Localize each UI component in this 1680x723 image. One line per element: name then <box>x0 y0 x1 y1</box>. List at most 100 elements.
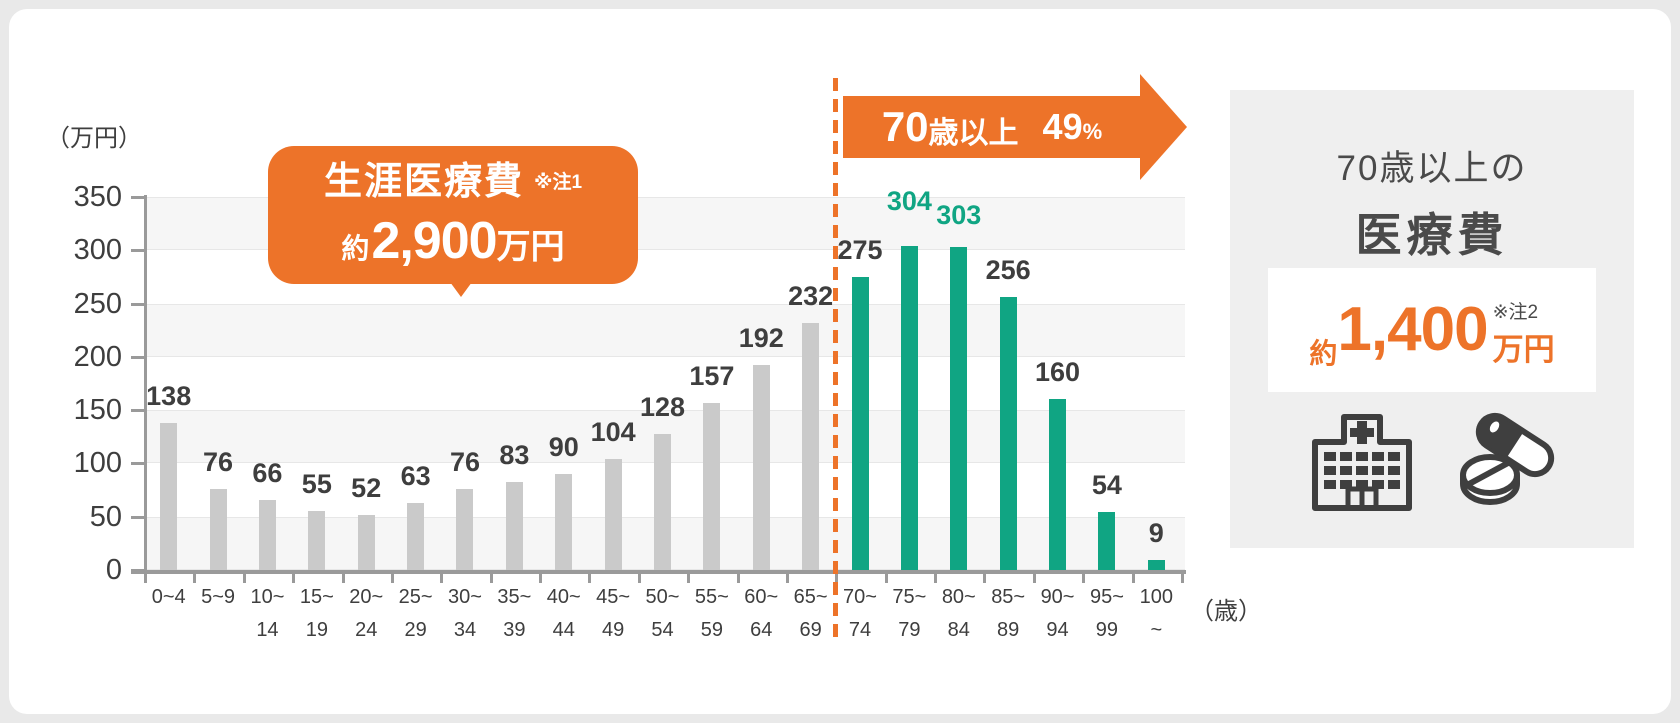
y-axis-tick <box>131 515 144 519</box>
arrow-percent-value: 49 <box>1042 106 1083 147</box>
bar-value-label: 54 <box>1091 470 1122 501</box>
x-tick-label-line2: 44 <box>552 619 575 641</box>
x-axis-tick <box>1181 570 1184 583</box>
x-tick-label: 60~ 64 <box>737 584 786 643</box>
x-tick-label-line2: 24 <box>355 619 378 641</box>
x-tick-label-line2: 19 <box>305 619 328 641</box>
x-axis-tick <box>1131 570 1135 583</box>
panel-icons-row <box>1230 408 1634 512</box>
x-tick-label: 30~ 34 <box>440 584 489 643</box>
x-axis-tick <box>687 570 691 583</box>
panel-title-line1: 70歳以上の <box>1336 149 1528 188</box>
x-axis-tick <box>390 570 394 583</box>
bar <box>851 276 869 570</box>
x-axis-tick <box>489 570 493 583</box>
x-tick-label: 15~ 19 <box>292 584 341 643</box>
y-axis-tick <box>131 196 144 199</box>
x-axis-tick <box>440 570 444 583</box>
x-axis-tick <box>934 570 938 583</box>
y-tick-label: 0 <box>105 554 122 586</box>
x-axis-unit-label: （歳） <box>1190 598 1262 625</box>
y-axis-tick <box>131 355 144 359</box>
x-tick-label-line1: 95~ <box>1089 586 1124 608</box>
x-tick-label-line1: 30~ <box>448 586 482 608</box>
x-axis-line <box>131 570 1186 574</box>
x-tick-label-line1: 15~ <box>299 586 334 608</box>
bar-value-label: 52 <box>351 472 382 503</box>
y-axis-unit-label: （万円） <box>46 125 142 152</box>
panel-amount-unit: 万円 <box>1492 332 1555 367</box>
x-axis-tick <box>736 570 740 583</box>
y-axis-line <box>144 195 147 574</box>
bar-value-label: 66 <box>252 457 283 488</box>
x-axis-tick <box>341 570 345 583</box>
bar-value-label: 256 <box>985 255 1031 286</box>
x-axis-tick <box>588 570 592 583</box>
x-tick-label-line1: 55~ <box>694 586 729 608</box>
bar <box>1147 560 1165 570</box>
bar-value-label: 63 <box>400 460 431 491</box>
x-tick-label-line1: 70~ <box>843 586 877 608</box>
bar <box>505 481 523 570</box>
bar <box>456 489 474 570</box>
x-tick-label-line1: 100 <box>1139 586 1173 608</box>
x-tick-label: 55~ 59 <box>687 584 736 643</box>
bar-value-label: 304 <box>886 186 932 217</box>
bar <box>752 365 770 570</box>
x-tick-label-line1: 45~ <box>596 586 631 608</box>
bar-value-label: 76 <box>449 447 480 477</box>
x-tick-label: 95~ 99 <box>1082 584 1131 643</box>
bar-value-label: 104 <box>590 417 636 448</box>
panel-title-line2: 医療費 <box>1355 209 1509 261</box>
x-tick-label-line2: 49 <box>601 619 625 641</box>
bar-value-label: 192 <box>738 323 784 354</box>
x-tick-label-line1: 25~ <box>398 586 433 608</box>
x-axis-tick <box>983 570 987 583</box>
bar-value-label: 157 <box>689 360 735 391</box>
x-tick-label-line1: 10~ <box>250 586 285 608</box>
y-axis-tick <box>131 302 144 306</box>
age70-divider-dashed-line <box>833 78 838 645</box>
x-axis-tick <box>193 570 197 583</box>
x-tick-label-line2: 94 <box>1046 619 1069 641</box>
bar-value-label: 275 <box>837 234 883 265</box>
x-tick-label-line1: 50~ <box>645 586 680 608</box>
x-tick-label-line1: 85~ <box>991 586 1026 608</box>
x-tick-label: 75~ 79 <box>885 584 934 643</box>
x-axis-tick <box>1032 570 1036 583</box>
x-tick-label-line1: 75~ <box>892 586 927 608</box>
x-tick-label-line2: 34 <box>453 619 477 641</box>
x-tick-label-line1: 5~9 <box>201 586 236 608</box>
bar-value-label: 232 <box>788 280 834 311</box>
x-tick-label-line1: 60~ <box>744 586 779 608</box>
x-tick-label-line1: 80~ <box>941 586 976 608</box>
x-axis-tick <box>637 570 641 583</box>
bar-value-label: 160 <box>1035 357 1081 388</box>
badge-amount-prefix: 約 <box>341 233 370 264</box>
x-tick-label-line1: 90~ <box>1040 586 1075 608</box>
panel-amount-box: 約 1,400 ※注2 万円 <box>1268 268 1596 392</box>
x-tick-label-line1: 65~ <box>793 586 828 608</box>
panel-amount-value: 1,400 <box>1337 295 1488 364</box>
x-tick-label-line2: 89 <box>997 619 1020 641</box>
x-tick-label: 40~ 44 <box>539 584 588 643</box>
bar-value-label: 83 <box>499 439 530 470</box>
bar <box>258 499 276 570</box>
badge-amount-row: 約2,900万円 <box>268 212 638 283</box>
bar <box>654 433 671 570</box>
x-tick-label: 65~ 69 <box>786 584 835 643</box>
bar <box>604 459 622 570</box>
x-tick-label-line2: 14 <box>256 619 279 641</box>
hospital-icon <box>1312 414 1412 511</box>
bar-value-label: 303 <box>936 200 982 231</box>
x-tick-label: 80~ 84 <box>934 584 983 643</box>
x-axis-tick <box>785 570 789 583</box>
bar-value-label: 76 <box>203 447 234 477</box>
senior-medical-cost-panel: 70歳以上の 医療費 約 1,400 ※注2 万円 <box>1230 90 1634 548</box>
badge-title: 生涯医療費 <box>323 161 524 203</box>
y-tick-label: 350 <box>73 181 122 213</box>
x-tick-label: 50~ 54 <box>638 584 687 643</box>
badge-title-row: 生涯医療費 ※注1 <box>268 159 638 212</box>
bar-value-label: 55 <box>301 469 332 500</box>
